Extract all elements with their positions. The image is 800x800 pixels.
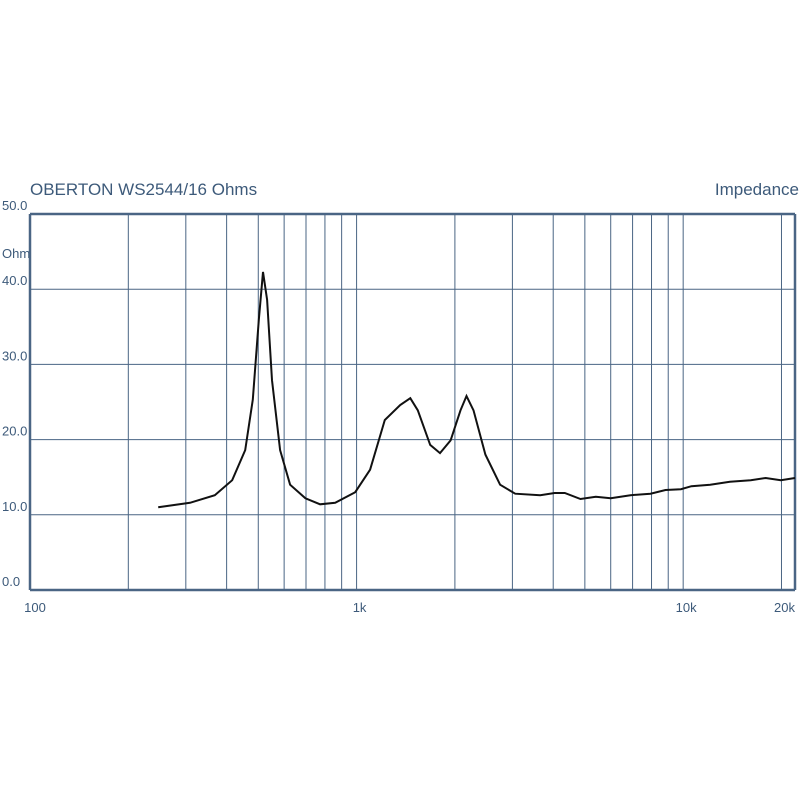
y-tick-label: 0.0 <box>2 574 20 589</box>
y-tick-label: 50.0 <box>2 198 27 213</box>
chart-title: OBERTON WS2544/16 Ohms <box>30 180 257 199</box>
x-tick-label: 10k <box>676 600 697 615</box>
y-tick-label: 30.0 <box>2 348 27 363</box>
y-tick-label: 40.0 <box>2 273 27 288</box>
impedance-line <box>158 271 796 509</box>
x-tick-label: 100 <box>24 600 46 615</box>
y-tick-label: 10.0 <box>2 499 27 514</box>
y-axis-label: Ohm <box>2 246 30 261</box>
chart-subtitle: Impedance <box>715 180 799 199</box>
x-tick-label: 20k <box>774 600 795 615</box>
x-tick-label: 1k <box>353 600 367 615</box>
y-tick-label: 20.0 <box>2 424 27 439</box>
